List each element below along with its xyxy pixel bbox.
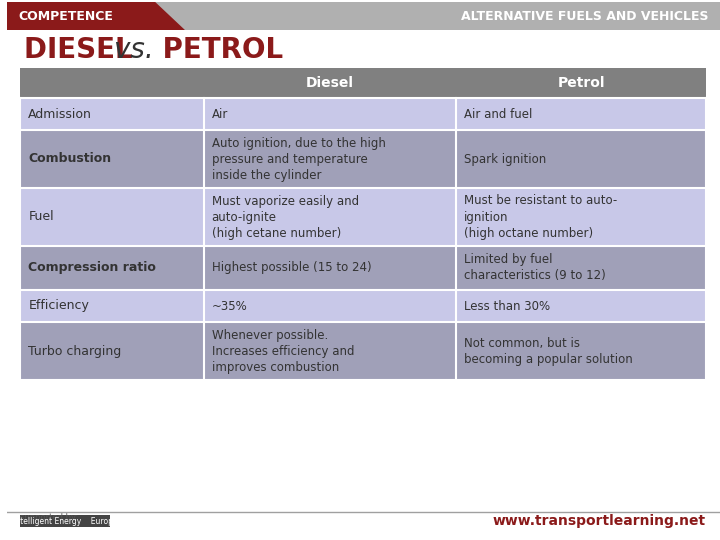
FancyBboxPatch shape [20,188,204,246]
Text: Fuel: Fuel [28,211,54,224]
FancyBboxPatch shape [456,188,706,246]
Text: Auto ignition, due to the high
pressure and temperature
inside the cylinder: Auto ignition, due to the high pressure … [212,137,386,181]
FancyBboxPatch shape [204,290,456,322]
Text: Intelligent Energy    Europe: Intelligent Energy Europe [13,516,117,525]
Text: Whenever possible.
Increases efficiency and
improves combustion: Whenever possible. Increases efficiency … [212,328,354,374]
Text: Turbo charging: Turbo charging [28,345,122,357]
Text: Efficiency: Efficiency [28,300,89,313]
Text: Air: Air [212,107,228,120]
Text: vs.: vs. [114,36,153,64]
Text: Diesel: Diesel [306,76,354,90]
Text: supported by:: supported by: [20,512,78,522]
Text: Limited by fuel
characteristics (9 to 12): Limited by fuel characteristics (9 to 12… [464,253,606,282]
FancyBboxPatch shape [456,246,706,290]
Text: Must be resistant to auto-
ignition
(high octane number): Must be resistant to auto- ignition (hig… [464,194,618,240]
FancyBboxPatch shape [456,290,706,322]
Text: Combustion: Combustion [28,152,112,165]
FancyBboxPatch shape [456,98,706,130]
Text: ALTERNATIVE FUELS AND VEHICLES: ALTERNATIVE FUELS AND VEHICLES [461,10,708,23]
FancyBboxPatch shape [204,98,456,130]
Text: Not common, but is
becoming a popular solution: Not common, but is becoming a popular so… [464,336,633,366]
FancyBboxPatch shape [6,2,720,30]
Text: ~35%: ~35% [212,300,248,313]
Polygon shape [6,2,185,30]
FancyBboxPatch shape [204,322,456,380]
FancyBboxPatch shape [456,130,706,188]
FancyBboxPatch shape [20,98,204,130]
FancyBboxPatch shape [204,188,456,246]
Text: Admission: Admission [28,107,92,120]
Text: Petrol: Petrol [557,76,605,90]
Text: Highest possible (15 to 24): Highest possible (15 to 24) [212,261,372,274]
FancyBboxPatch shape [456,322,706,380]
Text: COMPETENCE: COMPETENCE [19,10,113,23]
FancyBboxPatch shape [20,515,109,527]
FancyBboxPatch shape [20,68,204,98]
FancyBboxPatch shape [20,322,204,380]
FancyBboxPatch shape [20,290,204,322]
Text: PETROL: PETROL [153,36,284,64]
FancyBboxPatch shape [456,68,706,98]
FancyBboxPatch shape [20,130,204,188]
FancyBboxPatch shape [204,68,456,98]
Text: Compression ratio: Compression ratio [28,261,156,274]
Text: www.transportlearning.net: www.transportlearning.net [493,514,706,528]
Text: Must vaporize easily and
auto-ignite
(high cetane number): Must vaporize easily and auto-ignite (hi… [212,194,359,240]
FancyBboxPatch shape [204,130,456,188]
Text: Less than 30%: Less than 30% [464,300,551,313]
Text: DIESEL: DIESEL [24,36,143,64]
FancyBboxPatch shape [20,246,204,290]
Text: Air and fuel: Air and fuel [464,107,533,120]
FancyBboxPatch shape [204,246,456,290]
Text: Spark ignition: Spark ignition [464,152,546,165]
